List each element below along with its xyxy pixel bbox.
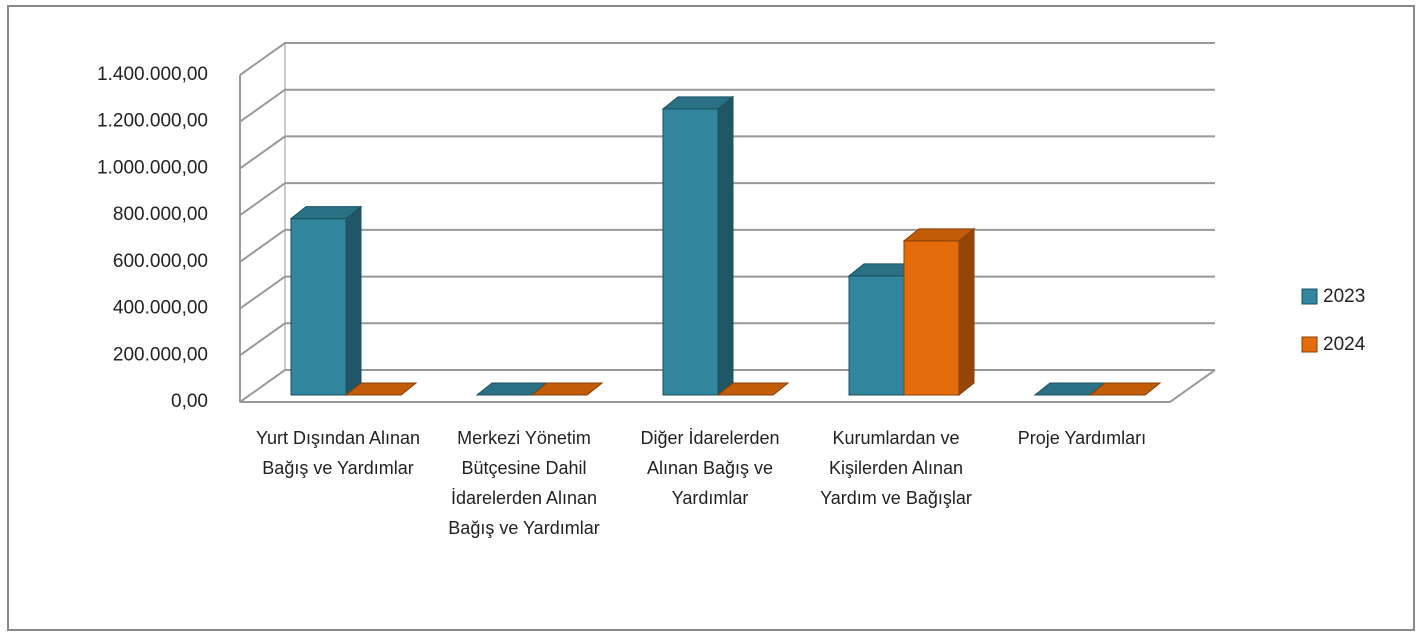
x-tick-label: Diğer İdarelerden Alınan Bağış ve Yardım… [640, 428, 780, 508]
grid-line [239, 135, 1215, 170]
bar [289, 205, 363, 397]
bar-front [290, 218, 347, 396]
y-tick-label: 1.000.000,00 [97, 157, 208, 178]
legend-swatch [1301, 336, 1318, 353]
legend-label: 2023 [1323, 286, 1365, 307]
bar-top [344, 382, 418, 396]
legend-swatch [1301, 288, 1318, 305]
bar [661, 95, 735, 397]
bar [530, 382, 604, 396]
y-tick-label: 400.000,00 [113, 298, 208, 319]
y-tick-label: 0,00 [171, 391, 208, 412]
bar-front [662, 108, 719, 396]
bar-top [1088, 382, 1162, 396]
x-tick-label: Merkezi Yönetim Bütçesine Dahil İdareler… [448, 428, 600, 538]
bar-front [903, 240, 960, 396]
grid-line [239, 88, 1215, 123]
x-tick-label: Kurumlardan ve Kişilerden Alınan Yardım … [820, 428, 972, 508]
bar-top [716, 382, 790, 396]
bar-top [902, 228, 976, 242]
bar [716, 382, 790, 396]
bar [902, 227, 976, 397]
grid-line [239, 42, 1215, 76]
legend-label: 2024 [1323, 334, 1366, 355]
back-wall [239, 42, 286, 403]
y-tick-label: 1.400.000,00 [97, 64, 208, 85]
bar [1088, 382, 1162, 396]
floor-edge [240, 369, 1216, 403]
grid-line [239, 182, 1215, 216]
bar [344, 382, 418, 396]
y-tick-label: 800.000,00 [113, 204, 208, 225]
bar [1033, 382, 1107, 396]
bar-front [848, 275, 905, 396]
bar-side [717, 95, 734, 397]
y-tick-label: 200.000,00 [113, 344, 208, 365]
bar-top [289, 206, 363, 220]
bar-top [661, 96, 735, 110]
y-tick-label: 600.000,00 [113, 251, 208, 272]
x-tick-label: Proje Yardımları [1017, 428, 1147, 448]
bar-top [530, 382, 604, 396]
x-tick-label: Yurt Dışından Alınan Bağış ve Yardımlar [255, 428, 421, 478]
bar-side [958, 227, 975, 397]
y-tick-label: 1.200.000,00 [97, 111, 208, 132]
bar-side [345, 205, 362, 397]
grid-line [239, 228, 1215, 263]
